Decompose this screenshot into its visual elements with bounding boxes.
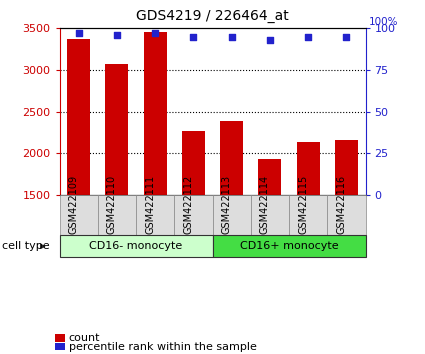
- Point: [190, 34, 197, 40]
- Bar: [335, 140, 358, 195]
- Text: count: count: [69, 333, 100, 343]
- Bar: [67, 39, 90, 195]
- Text: CD16+ monocyte: CD16+ monocyte: [240, 241, 338, 251]
- Point: [75, 30, 82, 36]
- Text: GSM422111: GSM422111: [145, 175, 155, 234]
- Text: GSM422114: GSM422114: [260, 175, 270, 234]
- Point: [228, 34, 235, 40]
- Bar: [297, 142, 320, 195]
- Text: GSM422112: GSM422112: [183, 175, 193, 234]
- Bar: [220, 121, 243, 195]
- Bar: [105, 64, 128, 195]
- Text: 100%: 100%: [368, 17, 398, 27]
- Text: GSM422109: GSM422109: [68, 175, 79, 234]
- Text: GSM422110: GSM422110: [107, 175, 117, 234]
- Bar: [258, 159, 281, 195]
- Point: [152, 30, 159, 36]
- Point: [113, 32, 120, 38]
- Text: GDS4219 / 226464_at: GDS4219 / 226464_at: [136, 9, 289, 23]
- Text: CD16- monocyte: CD16- monocyte: [89, 241, 183, 251]
- Text: GSM422116: GSM422116: [336, 175, 346, 234]
- Point: [343, 34, 350, 40]
- Point: [305, 34, 312, 40]
- Text: cell type: cell type: [2, 241, 50, 251]
- Bar: [144, 33, 167, 195]
- Text: GSM422113: GSM422113: [221, 175, 232, 234]
- Text: percentile rank within the sample: percentile rank within the sample: [69, 342, 257, 352]
- Point: [266, 37, 273, 43]
- Bar: [182, 131, 205, 195]
- Text: GSM422115: GSM422115: [298, 175, 308, 234]
